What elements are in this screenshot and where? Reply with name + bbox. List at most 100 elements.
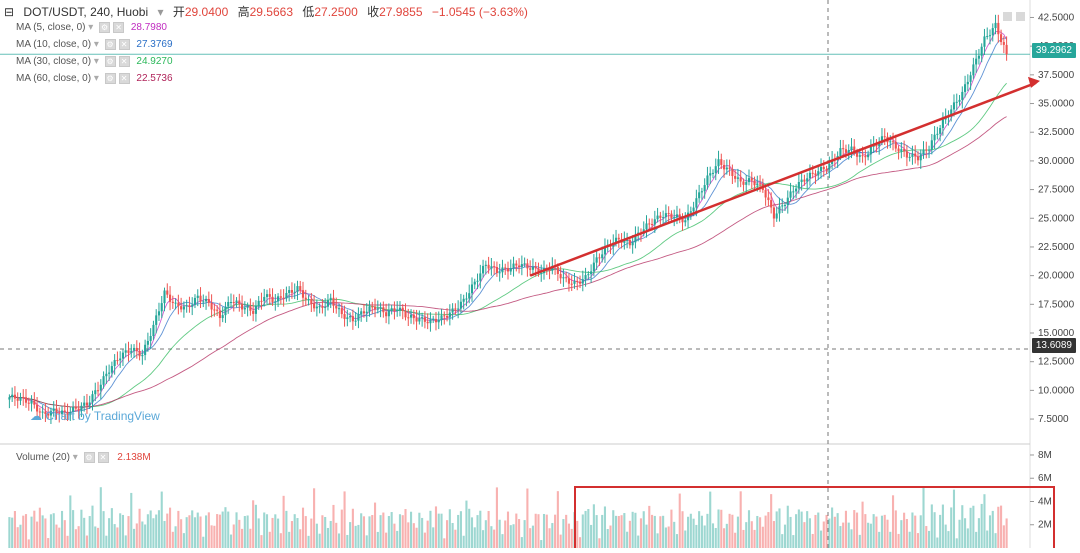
close-icon[interactable]: ✕ <box>113 22 125 33</box>
candle-body <box>662 217 665 219</box>
close-icon[interactable]: ✕ <box>118 39 130 50</box>
candle-body <box>296 286 299 292</box>
volume-bar <box>404 509 407 548</box>
volume-bar <box>778 508 781 548</box>
candle-body <box>484 264 487 266</box>
volume-bar <box>548 528 551 548</box>
candle-body <box>922 149 925 155</box>
candle-body <box>252 310 255 314</box>
candle-body <box>540 273 543 275</box>
volume-bar <box>127 516 130 548</box>
volume-bar <box>872 514 875 548</box>
volume-bar <box>975 531 978 548</box>
candle-body <box>950 109 953 117</box>
candle-body <box>1000 34 1003 43</box>
candle-body <box>180 306 183 310</box>
candle-body <box>894 141 897 149</box>
candle-body <box>357 314 360 321</box>
candle-body <box>265 294 269 297</box>
candle-body <box>504 267 507 269</box>
candle-body <box>24 397 28 403</box>
candle-body <box>720 159 723 165</box>
volume-bar <box>321 515 324 548</box>
volume-bar <box>576 520 579 548</box>
candle-body <box>421 317 424 319</box>
volume-bar <box>584 510 587 548</box>
candle-body <box>387 310 390 317</box>
volume-bar <box>365 535 368 548</box>
volume-bar <box>806 511 809 548</box>
ma10-value: 27.3769 <box>136 39 173 51</box>
settings-icon[interactable]: ⚙ <box>104 39 116 50</box>
candle-body <box>905 151 908 158</box>
volume-bar <box>182 533 185 548</box>
settings-icon[interactable]: ⚙ <box>104 73 116 84</box>
candle-body <box>556 266 559 275</box>
volume-bar <box>288 531 291 548</box>
chevron-down-icon[interactable]: ▾ <box>93 56 99 68</box>
volume-bar <box>313 488 316 548</box>
symbol-label[interactable]: DOT/USDT, 240, Huobi <box>23 5 149 19</box>
candle-body <box>346 317 349 319</box>
candle-body <box>750 178 753 181</box>
candle-body <box>135 347 138 351</box>
volume-bar <box>745 522 748 548</box>
candle-body <box>903 149 906 152</box>
ma10-legend[interactable]: MA (10, close, 0) ▾ ⚙ ✕ 27.3769 <box>16 39 173 50</box>
y-tick-label: 22.5000 <box>1038 242 1075 253</box>
close-icon[interactable]: ✕ <box>97 452 109 463</box>
chevron-down-icon[interactable]: ▾ <box>93 39 99 51</box>
volume-bar <box>631 511 634 548</box>
settings-icon[interactable]: ⚙ <box>104 56 116 67</box>
candle-body <box>271 296 274 303</box>
candle-body <box>650 224 654 226</box>
ma30-legend[interactable]: MA (30, close, 0) ▾ ⚙ ✕ 24.9270 <box>16 56 173 67</box>
candle-body <box>864 156 867 158</box>
candle-body <box>227 301 230 307</box>
close-icon[interactable]: ✕ <box>118 73 130 84</box>
settings-icon[interactable]: ⚙ <box>99 22 111 33</box>
volume-bar <box>493 529 496 548</box>
candle-body <box>908 156 911 158</box>
candle-body <box>490 266 493 269</box>
volume-bar <box>193 517 197 548</box>
candle-body <box>969 75 972 82</box>
candle-body <box>501 267 504 273</box>
volume-bar <box>642 511 645 548</box>
volume-bar <box>506 511 510 548</box>
volume-bar <box>196 512 199 548</box>
candle-body <box>152 324 155 337</box>
settings-icon[interactable]: ⚙ <box>83 452 95 463</box>
volume-bar <box>795 514 798 548</box>
chevron-down-icon[interactable]: ▾ <box>93 73 99 85</box>
candle-body <box>1005 44 1008 55</box>
volume-bar <box>401 515 404 548</box>
volume-bar <box>653 515 656 548</box>
volume-bar <box>559 534 562 548</box>
candle-body <box>66 411 69 415</box>
chevron-down-icon[interactable]: ▾ <box>72 452 78 464</box>
volume-bar <box>498 519 501 548</box>
volume-bar <box>928 530 931 548</box>
close-label: 收 <box>367 5 380 19</box>
candle-body <box>241 304 244 310</box>
candle-body <box>299 286 302 291</box>
chevron-down-icon[interactable]: ▾ <box>88 22 94 34</box>
close-icon[interactable]: ✕ <box>118 56 130 67</box>
chevron-down-icon[interactable]: ▾ <box>157 5 164 19</box>
candle-body <box>462 298 465 302</box>
volume-bar <box>119 513 122 548</box>
ma60-legend[interactable]: MA (60, close, 0) ▾ ⚙ ✕ 22.5736 <box>16 73 173 84</box>
volume-legend[interactable]: Volume (20) ▾ ⚙ ✕ 2.138M <box>16 452 151 463</box>
volume-bar <box>448 509 451 548</box>
volume-bar <box>332 504 335 548</box>
ma5-legend[interactable]: MA (5, close, 0) ▾ ⚙ ✕ 28.7980 <box>16 22 167 33</box>
collapse-icon[interactable]: ⊟ <box>4 5 15 19</box>
volume-bar <box>379 515 382 548</box>
candle-body <box>418 318 421 322</box>
candle-body <box>52 408 55 411</box>
volume-bar <box>199 516 202 548</box>
candle-body <box>149 336 152 341</box>
